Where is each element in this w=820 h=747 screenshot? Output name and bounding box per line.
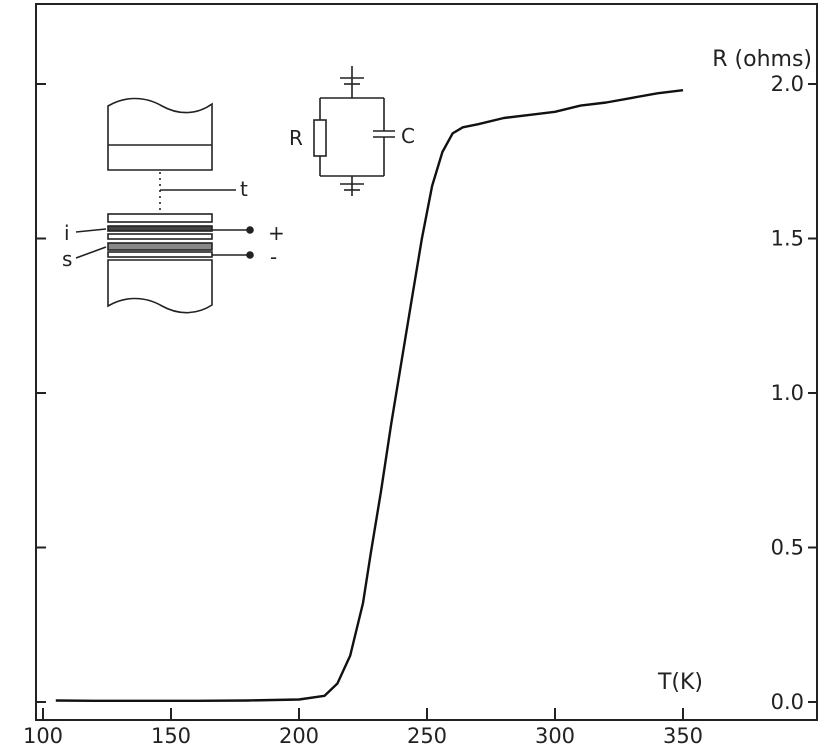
y-tick-label: 1.0 <box>771 381 804 405</box>
x-tick-label: 300 <box>535 724 575 747</box>
x-axis-label: T(K) <box>657 670 703 695</box>
layer-4 <box>108 252 212 257</box>
layer-s <box>108 243 212 250</box>
x-tick-label: 150 <box>151 724 191 747</box>
pointer-s <box>76 247 106 258</box>
series-line <box>56 90 683 701</box>
pointer-i <box>76 229 106 232</box>
y-axis-ticks: 0.0 0.5 1.0 1.5 2.0 <box>36 72 817 714</box>
y-axis-label: R (ohms) <box>712 47 812 72</box>
rc-circuit-schematic <box>314 66 395 196</box>
y-tick-label: 2.0 <box>771 72 804 96</box>
resistor <box>314 120 326 156</box>
inset-label-t: t <box>240 177 248 201</box>
lead-plus-dot <box>247 227 253 233</box>
inset-label-minus: - <box>270 245 277 269</box>
inset-label-s: s <box>62 247 72 271</box>
x-tick-label: 200 <box>279 724 319 747</box>
upper-cylinder <box>108 99 212 171</box>
inset-label-plus: + <box>268 221 285 245</box>
inset-label-r: R <box>289 126 303 150</box>
x-tick-label: 350 <box>663 724 703 747</box>
sample-holder-schematic <box>76 99 253 313</box>
plot-frame <box>36 4 817 720</box>
x-tick-label: 100 <box>23 724 63 747</box>
lead-minus-dot <box>247 252 253 258</box>
x-axis-ticks: 100 150 200 250 300 350 <box>23 708 703 747</box>
series-group <box>56 90 683 701</box>
x-tick-label: 250 <box>407 724 447 747</box>
lower-cylinder <box>108 260 212 313</box>
layer-t <box>108 214 212 222</box>
layer-2 <box>108 234 212 239</box>
inset-label-i: i <box>64 221 70 245</box>
y-tick-label: 0.5 <box>771 536 804 560</box>
y-tick-label: 0.0 <box>771 690 804 714</box>
layer-i <box>108 226 212 231</box>
y-tick-label: 1.5 <box>771 227 804 251</box>
inset-label-c: C <box>401 124 415 148</box>
